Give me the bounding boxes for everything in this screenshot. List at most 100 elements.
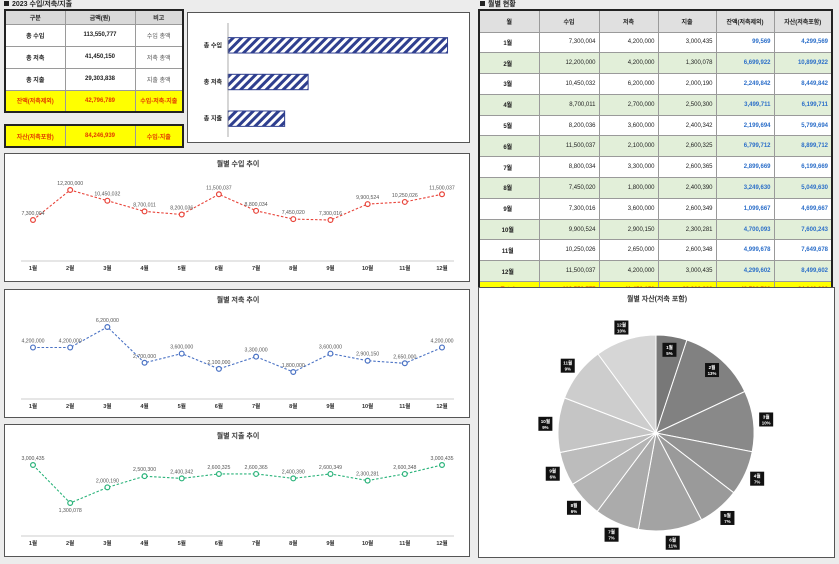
table-cell: 99,569 — [715, 31, 775, 54]
line-point — [290, 475, 297, 482]
line-data-label: 11,500,037 — [206, 185, 232, 191]
summary-note: 수입-저축-지출 — [134, 89, 184, 113]
line-point — [401, 470, 408, 477]
line-tick-label: 4월 — [140, 264, 148, 272]
line-data-label: 3,000,435 — [430, 456, 453, 462]
table-row: 12월 11,500,037 4,200,000 3,000,435 4,299,602… — [478, 260, 833, 283]
table-cell: 2,650,000 — [598, 239, 659, 262]
table-cell: 3,249,630 — [715, 177, 775, 199]
pie-label-box — [759, 412, 774, 427]
table-cell: 4,200,000 — [598, 52, 659, 75]
saving-trend-chart: 월별 저축 추이 4,200,000 1월 4,200,000 2월 6,200,000 3… — [4, 289, 470, 418]
pie-label-month: 1월 — [666, 344, 673, 351]
line-tick-label: 6월 — [215, 402, 223, 410]
table-row: 11월 10,250,026 2,650,000 2,600,348 4,999,678… — [478, 239, 833, 262]
pie-label-month: 11월 — [563, 360, 572, 367]
table-cell: 12월 — [478, 260, 540, 283]
table-cell: 3,600,000 — [598, 114, 659, 137]
line-data-label: 2,600,349 — [319, 465, 342, 471]
table-row: 7월 8,800,034 3,300,000 2,600,365 2,899,669 6,… — [478, 156, 833, 179]
monthly-header-2: 저축 — [598, 9, 659, 33]
table-cell: 10,450,032 — [538, 73, 600, 95]
line-tick-label: 12월 — [436, 402, 447, 410]
table-cell: 6,699,922 — [715, 52, 775, 75]
table-cell: 3,499,711 — [715, 93, 775, 116]
line-data-label: 12,200,000 — [57, 181, 83, 187]
pie-label-percent: 7% — [608, 536, 614, 541]
pie-label-month: 2월 — [709, 364, 716, 371]
expense-trend-chart: 월별 지출 추이 3,000,435 1월 1,300,078 2월 2,000,190 3… — [4, 424, 470, 557]
table-cell: 11,500,037 — [538, 260, 600, 283]
line-point — [178, 475, 185, 482]
table-row: 9월 7,300,016 3,600,000 2,600,349 1,099,667 4,… — [478, 197, 833, 220]
line-point — [253, 470, 260, 477]
line-data-label: 2,000,190 — [96, 478, 119, 484]
asset-label: 자산(저축포함) — [4, 124, 66, 148]
summary-table: 구분 금액(원) 비고 총 수입 113,550,777 수입 총액 총 저축 … — [4, 9, 184, 113]
line-point — [178, 211, 185, 218]
table-cell: 8월 — [478, 177, 540, 199]
line-data-label: 2,600,365 — [245, 465, 268, 471]
right-section-title: 월별 현황 — [480, 0, 516, 9]
table-cell: 6,199,711 — [773, 93, 833, 116]
line-point — [401, 198, 408, 205]
line-point — [67, 186, 74, 193]
pie-label-box — [566, 500, 581, 515]
table-cell: 2,700,000 — [598, 93, 659, 116]
line-data-label: 6,200,000 — [96, 318, 119, 324]
line-series — [32, 189, 443, 221]
table-cell: 4,999,678 — [715, 239, 775, 262]
pie-label-box — [662, 342, 677, 357]
summary-note: 수입 총액 — [134, 23, 184, 47]
line-point — [104, 484, 111, 491]
line-tick-label: 4월 — [140, 402, 148, 410]
line-tick-label: 12월 — [436, 264, 447, 272]
bar-mark — [227, 73, 309, 91]
line-tick-label: 11월 — [399, 402, 410, 410]
line-tick-label: 8월 — [289, 539, 297, 547]
line-point — [364, 357, 371, 364]
line-point — [141, 208, 148, 215]
table-cell: 2월 — [478, 52, 540, 75]
line-data-label: 3,300,000 — [245, 348, 268, 354]
table-cell: 11,500,037 — [538, 135, 600, 158]
table-cell: 11월 — [478, 239, 540, 262]
pie-label-box — [614, 320, 629, 335]
summary-label: 잔액(저축제외) — [4, 89, 66, 113]
table-cell: 7,450,020 — [538, 177, 600, 199]
pie-label-box — [705, 363, 720, 378]
line-point — [178, 350, 185, 357]
pie-label: 9월6% — [545, 466, 560, 481]
table-cell: 1,300,078 — [657, 52, 717, 75]
summary-amount: 113,550,777 — [64, 23, 136, 47]
line-point — [401, 360, 408, 367]
pie-label-month: 5월 — [724, 512, 731, 519]
table-row: 2월 12,200,000 4,200,000 1,300,078 6,699,922 1… — [478, 52, 833, 75]
table-cell: 2,900,150 — [598, 218, 659, 241]
line-tick-label: 2월 — [66, 539, 74, 547]
line-point — [30, 344, 37, 351]
table-row: 4월 8,700,011 2,700,000 2,500,300 3,499,711 6,… — [478, 93, 833, 116]
pie-label-month: 7월 — [608, 529, 615, 536]
summary-bar-chart: 총 수입 총 저축 총 지출 — [187, 12, 470, 143]
line-point — [30, 216, 37, 223]
table-cell: 8,200,036 — [538, 114, 600, 137]
table-cell: 7,600,243 — [773, 218, 833, 241]
table-cell: 2,600,348 — [657, 239, 717, 262]
table-row: 5월 8,200,036 3,600,000 2,400,342 2,199,694 5,… — [478, 114, 833, 137]
table-cell: 5월 — [478, 114, 540, 137]
asset-summary: 자산(저축포함) 84,246,939 수입-지출 — [4, 124, 184, 148]
bar-mark — [227, 37, 449, 54]
table-cell: 3,600,000 — [598, 197, 659, 220]
summary-note: 저축 총액 — [134, 45, 184, 69]
line-point — [215, 470, 222, 477]
table-row: 10월 9,900,524 2,900,150 2,300,281 4,700,093 7… — [478, 218, 833, 241]
line-tick-label: 7월 — [252, 539, 260, 547]
table-cell: 6,799,712 — [715, 135, 775, 158]
pie-label-month: 6월 — [669, 537, 676, 544]
line-point — [290, 216, 297, 223]
summary-amount: 42,796,789 — [64, 89, 136, 113]
summary-header-category: 구분 — [4, 9, 66, 25]
